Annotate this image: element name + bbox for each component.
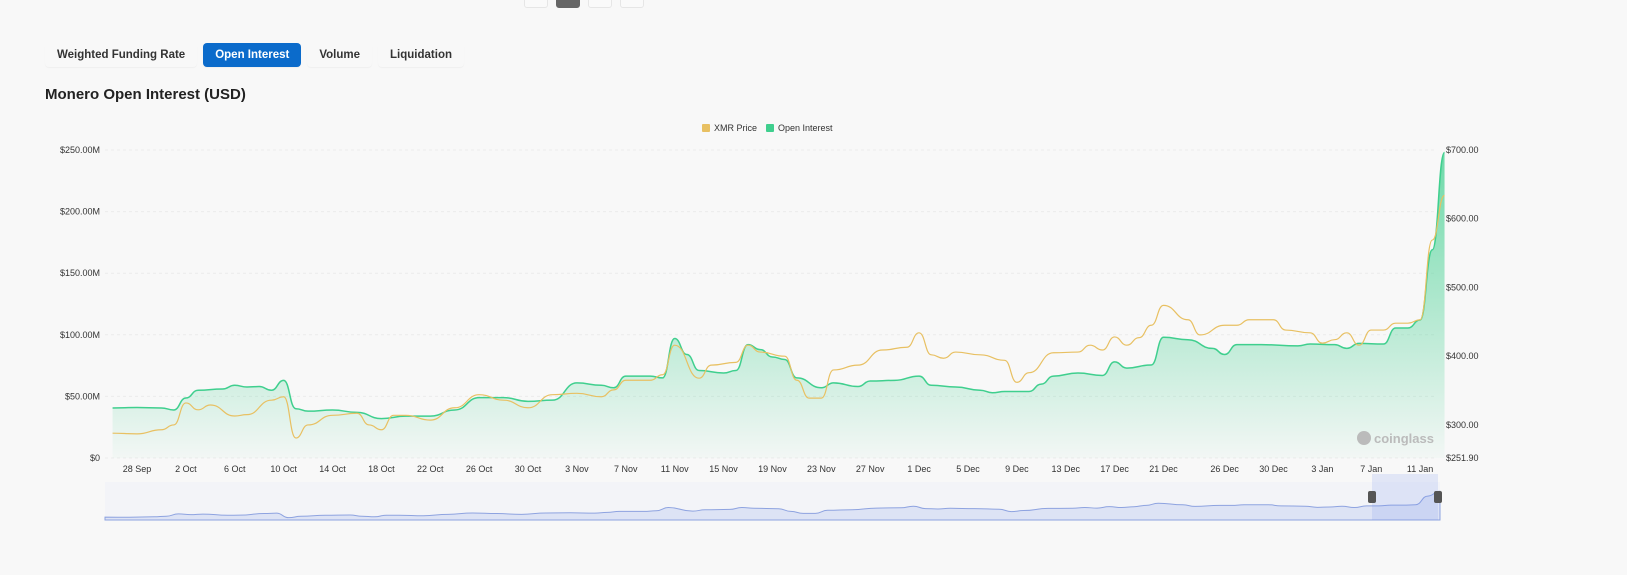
- y-right-tick: $300.00: [1446, 420, 1479, 430]
- page-button[interactable]: [620, 0, 644, 8]
- x-tick: 26 Oct: [466, 464, 493, 474]
- navigator-selection[interactable]: [1372, 474, 1438, 520]
- y-left-tick: $0: [90, 453, 100, 463]
- x-tick: 26 Dec: [1210, 464, 1239, 474]
- x-tick: 7 Jan: [1360, 464, 1382, 474]
- x-tick: 7 Nov: [614, 464, 638, 474]
- page-title: Monero Open Interest (USD): [45, 86, 246, 103]
- page-button[interactable]: [588, 0, 612, 8]
- x-tick: 19 Nov: [758, 464, 787, 474]
- x-tick: 30 Oct: [515, 464, 542, 474]
- navigator-handle[interactable]: [1434, 491, 1442, 503]
- y-right-tick: $400.00: [1446, 351, 1479, 361]
- y-right-tick: $500.00: [1446, 282, 1479, 292]
- y-left-tick: $50.00M: [65, 391, 100, 401]
- y-right-tick: $251.90: [1446, 453, 1479, 463]
- page-button[interactable]: [524, 0, 548, 8]
- y-left-tick: $150.00M: [60, 268, 100, 278]
- coinglass-logo: coinglass: [1357, 431, 1434, 446]
- x-tick: 23 Nov: [807, 464, 836, 474]
- x-tick: 27 Nov: [856, 464, 885, 474]
- x-tick: 3 Jan: [1311, 464, 1333, 474]
- x-tick: 15 Nov: [709, 464, 738, 474]
- x-tick: 11 Nov: [661, 464, 689, 474]
- open-interest-area: [112, 152, 1445, 459]
- x-tick: 3 Nov: [565, 464, 589, 474]
- x-tick: 6 Oct: [224, 464, 246, 474]
- open-interest-line: [112, 151, 1446, 420]
- tab-bar: Weighted Funding Rate Open Interest Volu…: [45, 43, 464, 67]
- y-right-tick: $600.00: [1446, 214, 1479, 224]
- navigator-handle[interactable]: [1368, 491, 1376, 503]
- xmr-price-line: [112, 194, 1446, 439]
- x-tick: 28 Sep: [123, 464, 152, 474]
- tab-weighted-funding-rate[interactable]: Weighted Funding Rate: [45, 43, 198, 67]
- x-tick: 9 Dec: [1005, 464, 1029, 474]
- x-tick: 14 Oct: [319, 464, 346, 474]
- navigator[interactable]: [104, 474, 1442, 521]
- x-tick: 2 Oct: [175, 464, 197, 474]
- legend-item-price[interactable]: XMR Price: [702, 123, 757, 133]
- x-tick: 18 Oct: [368, 464, 395, 474]
- svg-text:coinglass: coinglass: [1374, 431, 1434, 446]
- svg-text:Open Interest: Open Interest: [778, 123, 833, 133]
- x-tick: 1 Dec: [907, 464, 931, 474]
- navigator-series: [104, 490, 1441, 521]
- x-tick: 30 Dec: [1259, 464, 1288, 474]
- x-tick: 10 Oct: [270, 464, 297, 474]
- pagination: [524, 0, 644, 8]
- y-left-tick: $100.00M: [60, 330, 100, 340]
- legend: XMR Price Open Interest: [702, 123, 833, 133]
- tab-liquidation[interactable]: Liquidation: [378, 43, 464, 67]
- x-tick: 13 Dec: [1051, 464, 1080, 474]
- x-tick: 17 Dec: [1100, 464, 1129, 474]
- legend-item-oi[interactable]: Open Interest: [766, 123, 833, 133]
- x-tick: 11 Jan: [1407, 464, 1433, 474]
- page-button-active[interactable]: [556, 0, 580, 8]
- y-right-tick: $700.00: [1446, 145, 1479, 155]
- y-left-tick: $200.00M: [60, 207, 100, 217]
- tab-open-interest[interactable]: Open Interest: [203, 43, 302, 67]
- svg-text:XMR Price: XMR Price: [714, 123, 757, 133]
- tab-volume[interactable]: Volume: [307, 43, 373, 67]
- y-left-tick: $250.00M: [60, 145, 100, 155]
- x-tick: 5 Dec: [956, 464, 980, 474]
- x-tick: 22 Oct: [417, 464, 444, 474]
- x-tick: 21 Dec: [1149, 464, 1178, 474]
